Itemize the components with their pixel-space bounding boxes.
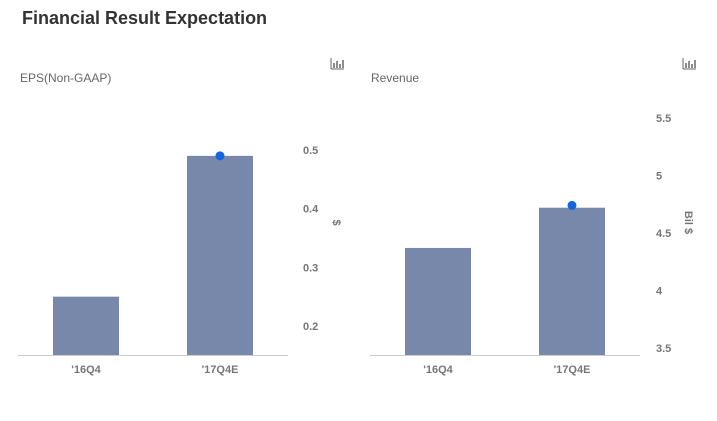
estimate-marker-1[interactable] [215, 151, 225, 161]
y-tick-label: 4.5 [656, 228, 671, 240]
estimate-marker-1[interactable] [567, 200, 577, 210]
y-tick-label: 4 [656, 286, 663, 298]
bar-1[interactable] [539, 207, 605, 355]
y-tick-label: 3.5 [656, 343, 671, 355]
y-tick-label: 5 [656, 171, 662, 183]
x-tick-label: '17Q4E [202, 364, 239, 376]
y-tick-label: 0.5 [303, 145, 318, 157]
y-tick-label: 5.5 [656, 113, 671, 125]
page-title: Financial Result Expectation [22, 8, 268, 28]
chart-subtitle: Revenue [371, 71, 419, 85]
y-tick-label: 0.2 [303, 321, 318, 333]
y-tick-label: 0.4 [303, 204, 319, 216]
y-tick-label: 0.3 [303, 262, 318, 274]
bar-chart-icon[interactable] [330, 58, 345, 70]
bar-0[interactable] [405, 247, 471, 355]
x-tick-label: '16Q4 [423, 364, 453, 376]
y-axis-title: $ [330, 219, 342, 225]
chart-subtitle: EPS(Non-GAAP) [20, 71, 111, 85]
eps-chart: EPS(Non-GAAP) '16Q4 '17Q4E 0.2 0.3 0.4 0.5 $ [18, 58, 345, 376]
bar-0[interactable] [53, 296, 119, 355]
x-tick-label: '16Q4 [71, 364, 101, 376]
bar-1[interactable] [187, 155, 253, 355]
y-axis-title: Bil $ [682, 211, 694, 234]
bar-chart-icon[interactable] [682, 58, 697, 70]
x-tick-label: '17Q4E [554, 364, 591, 376]
revenue-chart: Revenue '16Q4 '17Q4E 3.5 4 4.5 5 5.5 Bil $ [370, 58, 697, 376]
